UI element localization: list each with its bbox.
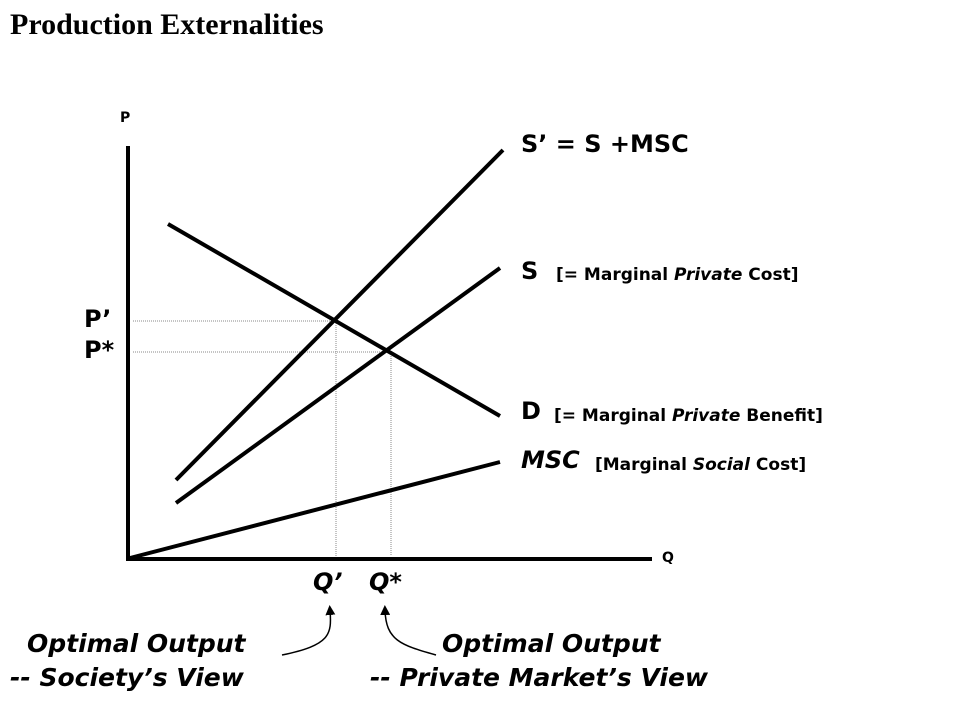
society-arrow xyxy=(281,605,336,656)
x-axis-label: Q xyxy=(662,550,674,566)
p-star-label: P* xyxy=(84,336,115,364)
p-prime-label: P’ xyxy=(84,305,111,333)
msc-label: MSC xyxy=(521,446,580,474)
msc-note: [Marginal Social Cost] xyxy=(595,455,806,475)
private-arrow xyxy=(380,605,437,656)
social-supply-curve xyxy=(174,148,505,482)
society-caption-line1: Optimal Output xyxy=(27,629,247,658)
private-caption-line1: Optimal Output xyxy=(442,629,662,658)
d-note: [= Marginal Private Benefit] xyxy=(554,406,823,426)
supply-curve xyxy=(174,266,502,505)
page-title: Production Externalities xyxy=(10,8,324,41)
q-star-label: Q* xyxy=(369,568,402,596)
s-prime-label: S’ = S +MSC xyxy=(521,130,689,158)
y-axis-label: P xyxy=(120,110,130,126)
s-note: [= Marginal Private Cost] xyxy=(556,265,798,285)
q-prime-label: Q’ xyxy=(313,568,343,596)
d-label: D xyxy=(521,397,541,425)
private-caption-line2: -- Private Market’s View xyxy=(370,663,709,692)
msc-curve xyxy=(129,460,501,560)
society-caption-line2: -- Society’s View xyxy=(10,663,245,692)
s-label: S xyxy=(521,257,538,285)
